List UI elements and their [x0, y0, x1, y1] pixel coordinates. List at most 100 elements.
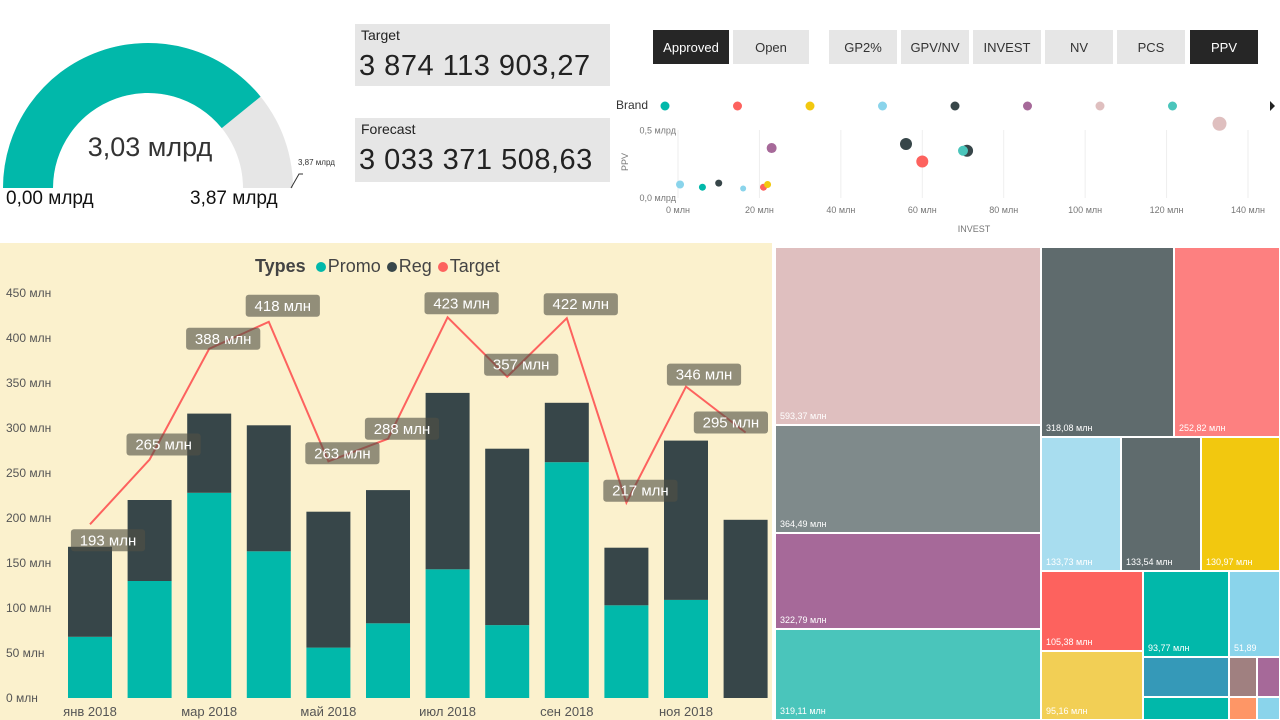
- bar-segment-promo[interactable]: [544, 462, 589, 698]
- x-axis-tick: сен 2018: [540, 704, 593, 719]
- scatter-legend-dot[interactable]: [878, 101, 887, 111]
- treemap-cell[interactable]: 130,97 млн: [1201, 437, 1280, 571]
- treemap-cell[interactable]: [1229, 657, 1257, 697]
- data-label: 346 млн: [666, 363, 742, 386]
- treemap-cell[interactable]: 133,73 млн: [1041, 437, 1121, 571]
- bar-segment-reg[interactable]: [544, 402, 589, 463]
- bar-segment-promo[interactable]: [604, 605, 649, 698]
- treemap-cell[interactable]: [1143, 697, 1229, 720]
- svg-text:217 млн: 217 млн: [612, 483, 669, 500]
- treemap-cell[interactable]: 318,08 млн: [1041, 247, 1174, 437]
- scatter-point[interactable]: [766, 143, 777, 154]
- treemap-cell[interactable]: 93,77 млн: [1143, 571, 1229, 657]
- bar-segment-promo[interactable]: [246, 551, 291, 698]
- slicer-button-ppv[interactable]: PPV: [1190, 30, 1258, 64]
- scatter-point[interactable]: [764, 181, 772, 188]
- forecast-card-title: Forecast: [361, 121, 416, 137]
- treemap-cell[interactable]: [1257, 697, 1280, 720]
- scatter-chart: 0 млн 20 млн 40 млн 60 млн 80 млн 100 млн 120 …: [620, 101, 1275, 234]
- data-label: 418 млн: [245, 294, 320, 317]
- treemap-cell-label: 252,82 млн: [1179, 423, 1226, 433]
- slicer-button-nv[interactable]: NV: [1045, 30, 1113, 64]
- svg-text:423 млн: 423 млн: [433, 295, 490, 312]
- treemap-cell[interactable]: 319,11 млн: [775, 629, 1041, 720]
- combo-chart[interactable]: 0 млн 50 млн 100 млн 150 млн 200 млн 250 млн 3…: [0, 243, 772, 720]
- bar-segment-reg[interactable]: [485, 448, 530, 626]
- slicer-button-gpv-nv[interactable]: GPV/NV: [901, 30, 969, 64]
- bar-segment-reg[interactable]: [723, 519, 768, 698]
- scatter-point[interactable]: [900, 138, 912, 150]
- bar-segment-promo[interactable]: [425, 569, 470, 698]
- treemap-cell[interactable]: 322,79 млн: [775, 533, 1041, 629]
- bar-segment-reg[interactable]: [664, 440, 708, 600]
- y-axis-tick: 50 млн: [6, 646, 45, 660]
- treemap-cell[interactable]: 51,89: [1229, 571, 1280, 657]
- gauge-visual[interactable]: 3,03 млрд 0,00 млрд 3,87 млрд 3,87 млрд: [0, 0, 345, 235]
- legend-item-target[interactable]: Target: [437, 256, 500, 277]
- bar-segment-reg[interactable]: [366, 490, 410, 624]
- bar-segment-reg[interactable]: [68, 546, 112, 637]
- bar-segment-promo[interactable]: [366, 623, 410, 698]
- y-axis-tick: 150 млн: [6, 556, 51, 570]
- treemap-cell[interactable]: 95,16 млн: [1041, 651, 1143, 720]
- bar-segment-promo[interactable]: [664, 599, 708, 698]
- scatter-x-tick: 100 млн: [1068, 205, 1102, 215]
- svg-text:288 млн: 288 млн: [374, 421, 431, 438]
- x-axis-tick: июл 2018: [419, 704, 476, 719]
- treemap-cell[interactable]: 364,49 млн: [775, 425, 1041, 533]
- legend-item-promo[interactable]: Promo: [315, 256, 381, 277]
- bar-segment-promo[interactable]: [68, 636, 112, 698]
- combo-legend: Types Promo Reg Target: [255, 256, 500, 277]
- scatter-point[interactable]: [1212, 116, 1227, 131]
- forecast-card[interactable]: Forecast 3 033 371 508,63: [355, 118, 610, 182]
- target-card-value: 3 874 113 903,27: [359, 50, 591, 82]
- chevron-right-icon[interactable]: [1270, 101, 1275, 111]
- scatter-point[interactable]: [740, 185, 747, 192]
- bar-segment-reg[interactable]: [604, 547, 649, 606]
- scatter-legend-dot[interactable]: [1095, 101, 1105, 111]
- gauge-target-label: 3,87 млрд: [298, 158, 335, 167]
- scatter-legend-dot[interactable]: [1023, 101, 1032, 111]
- treemap-cell[interactable]: [1257, 657, 1280, 697]
- slicer-button-approved[interactable]: Approved: [653, 30, 729, 64]
- bar-segment-promo[interactable]: [485, 625, 530, 698]
- y-axis-tick: 350 млн: [6, 376, 51, 390]
- slicer-button-gp2[interactable]: GP2%: [829, 30, 897, 64]
- bar-segment-reg[interactable]: [246, 425, 291, 552]
- scatter-point[interactable]: [916, 155, 929, 168]
- treemap-cell[interactable]: 105,38 млн: [1041, 571, 1143, 651]
- legend-item-reg[interactable]: Reg: [386, 256, 432, 277]
- treemap-cell[interactable]: 133,54 млн: [1121, 437, 1201, 571]
- treemap-visual[interactable]: 593,37 млн 318,08 млн 252,82 млн 364,49 млн…: [775, 247, 1280, 720]
- treemap-cell-label: 105,38 млн: [1046, 637, 1093, 647]
- slicer-button-pcs[interactable]: PCS: [1117, 30, 1185, 64]
- treemap-cell-label: 95,16 млн: [1046, 706, 1088, 716]
- scatter-legend-dot[interactable]: [805, 101, 815, 111]
- bar-segment-promo[interactable]: [306, 647, 351, 698]
- treemap-cell[interactable]: [1143, 657, 1229, 697]
- scatter-legend-dot[interactable]: [733, 101, 742, 111]
- scatter-point[interactable]: [715, 179, 723, 187]
- treemap-cell[interactable]: 252,82 млн: [1174, 247, 1280, 437]
- treemap-cell[interactable]: [1229, 697, 1257, 720]
- scatter-x-tick: 40 млн: [826, 205, 855, 215]
- treemap-cell[interactable]: 593,37 млн: [775, 247, 1041, 425]
- bar-segment-promo[interactable]: [127, 581, 172, 698]
- data-label: 217 млн: [603, 479, 678, 502]
- scatter-point[interactable]: [958, 145, 968, 156]
- data-label: 295 млн: [693, 411, 768, 434]
- bar-segment-reg[interactable]: [306, 511, 351, 648]
- scatter-x-tick: 140 млн: [1231, 205, 1265, 215]
- scatter-point[interactable]: [698, 183, 706, 191]
- slicer-button-open[interactable]: Open: [733, 30, 809, 64]
- scatter-point[interactable]: [676, 180, 685, 189]
- target-card[interactable]: Target 3 874 113 903,27: [355, 24, 610, 86]
- slicer-button-invest[interactable]: INVEST: [973, 30, 1041, 64]
- gauge-fill: [3, 43, 261, 188]
- scatter-legend-dot[interactable]: [950, 101, 960, 111]
- combo-legend-title: Types: [255, 256, 306, 276]
- scatter-legend-dot[interactable]: [660, 101, 670, 111]
- scatter-legend-dot[interactable]: [1168, 101, 1177, 111]
- svg-text:422 млн: 422 млн: [553, 296, 610, 313]
- bar-segment-promo[interactable]: [187, 492, 232, 698]
